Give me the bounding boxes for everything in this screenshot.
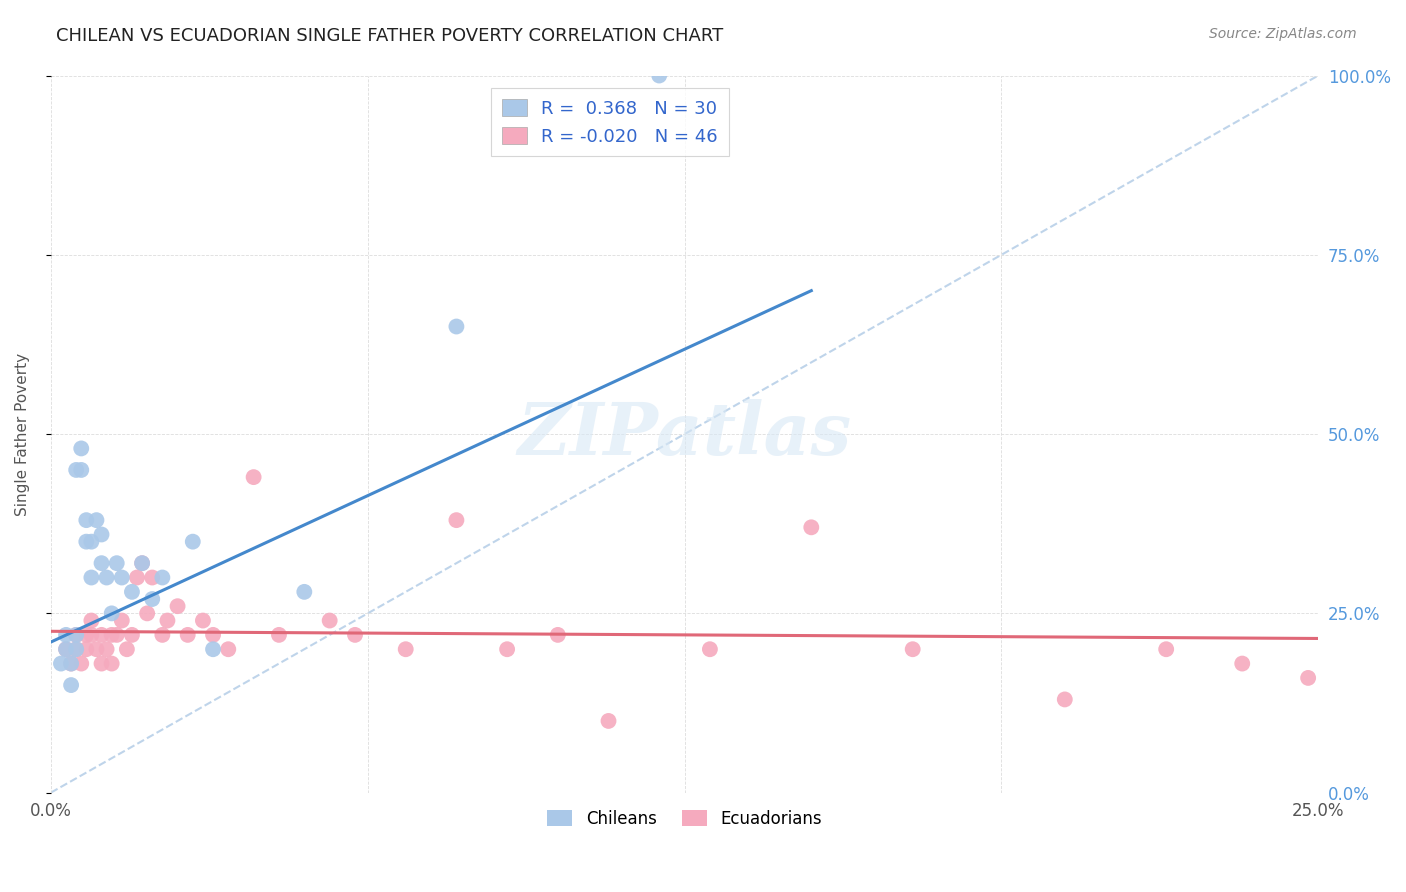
- Point: [115, 642, 138, 657]
- Point: [80, 534, 103, 549]
- Point: [65, 628, 87, 642]
- Point: [111, 614, 134, 628]
- Point: [191, 614, 214, 628]
- Point: [100, 607, 122, 621]
- Point: [177, 628, 200, 642]
- Point: [70, 657, 93, 671]
- Point: [446, 319, 468, 334]
- Point: [100, 657, 122, 671]
- Point: [496, 642, 519, 657]
- Point: [100, 628, 122, 642]
- Point: [86, 513, 108, 527]
- Point: [121, 628, 143, 642]
- Point: [70, 442, 93, 456]
- Point: [65, 642, 87, 657]
- Point: [136, 607, 159, 621]
- Point: [55, 642, 77, 657]
- Point: [150, 628, 173, 642]
- Point: [90, 527, 112, 541]
- Point: [150, 570, 173, 584]
- Point: [105, 628, 128, 642]
- Point: [156, 614, 179, 628]
- Point: [901, 642, 924, 657]
- Point: [166, 599, 188, 614]
- Point: [80, 614, 103, 628]
- Point: [267, 628, 290, 642]
- Point: [217, 642, 239, 657]
- Point: [648, 69, 671, 83]
- Point: [75, 628, 97, 642]
- Point: [395, 642, 418, 657]
- Point: [60, 657, 83, 671]
- Point: [75, 513, 97, 527]
- Point: [1053, 692, 1076, 706]
- Point: [141, 592, 163, 607]
- Point: [131, 556, 153, 570]
- Point: [181, 534, 204, 549]
- Point: [547, 628, 569, 642]
- Point: [90, 657, 112, 671]
- Point: [800, 520, 823, 534]
- Point: [80, 628, 103, 642]
- Point: [60, 657, 83, 671]
- Point: [344, 628, 367, 642]
- Point: [55, 628, 77, 642]
- Point: [598, 714, 620, 728]
- Text: Source: ZipAtlas.com: Source: ZipAtlas.com: [1209, 27, 1357, 41]
- Point: [1154, 642, 1177, 657]
- Point: [242, 470, 264, 484]
- Point: [55, 642, 77, 657]
- Text: ZIPatlas: ZIPatlas: [517, 399, 852, 469]
- Point: [96, 642, 118, 657]
- Point: [65, 628, 87, 642]
- Point: [446, 513, 468, 527]
- Point: [131, 556, 153, 570]
- Point: [75, 534, 97, 549]
- Point: [111, 570, 134, 584]
- Point: [65, 642, 87, 657]
- Point: [125, 570, 148, 584]
- Point: [318, 614, 340, 628]
- Legend: Chileans, Ecuadorians: Chileans, Ecuadorians: [541, 803, 828, 835]
- Point: [202, 628, 225, 642]
- Point: [86, 642, 108, 657]
- Point: [90, 628, 112, 642]
- Point: [49, 657, 72, 671]
- Point: [75, 642, 97, 657]
- Point: [60, 678, 83, 692]
- Point: [65, 463, 87, 477]
- Point: [202, 642, 225, 657]
- Point: [96, 570, 118, 584]
- Y-axis label: Single Father Poverty: Single Father Poverty: [15, 352, 30, 516]
- Point: [141, 570, 163, 584]
- Point: [105, 556, 128, 570]
- Point: [90, 556, 112, 570]
- Point: [699, 642, 721, 657]
- Point: [1296, 671, 1319, 685]
- Point: [292, 585, 315, 599]
- Point: [80, 570, 103, 584]
- Point: [70, 463, 93, 477]
- Point: [121, 585, 143, 599]
- Point: [1232, 657, 1254, 671]
- Text: CHILEAN VS ECUADORIAN SINGLE FATHER POVERTY CORRELATION CHART: CHILEAN VS ECUADORIAN SINGLE FATHER POVE…: [56, 27, 724, 45]
